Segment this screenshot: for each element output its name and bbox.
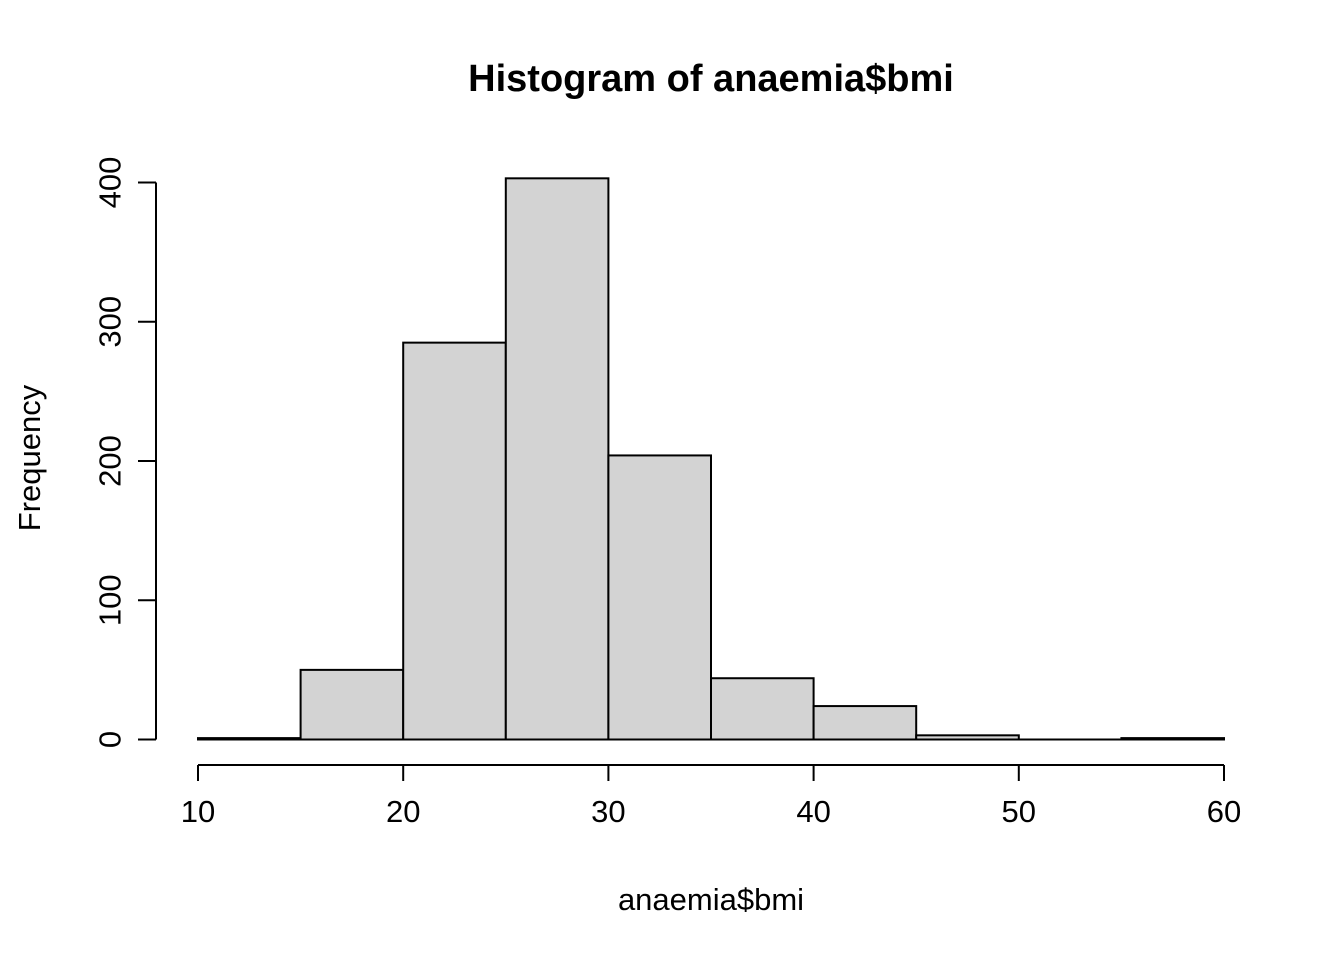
histogram-bar xyxy=(1120,737,1226,741)
x-tick-label: 60 xyxy=(1207,794,1241,829)
histogram-bar xyxy=(504,177,610,741)
histogram-bar xyxy=(197,737,302,741)
y-tick-label: 100 xyxy=(93,574,128,626)
histogram-bar xyxy=(710,677,815,741)
histogram-bar xyxy=(812,705,918,741)
y-tick-label: 400 xyxy=(93,157,128,209)
histogram-bar xyxy=(299,668,405,741)
x-tick-label: 50 xyxy=(1002,794,1036,829)
x-tick-label: 30 xyxy=(591,794,625,829)
histogram-bar xyxy=(915,734,1020,741)
chart-title: Histogram of anaemia$bmi xyxy=(468,58,954,100)
histogram-bar xyxy=(402,341,507,741)
y-tick-label: 0 xyxy=(93,731,128,748)
x-tick-label: 10 xyxy=(181,794,215,829)
x-tick-label: 20 xyxy=(386,794,420,829)
y-tick-label: 200 xyxy=(93,435,128,487)
histogram-bar xyxy=(607,454,713,741)
x-tick-label: 40 xyxy=(796,794,830,829)
x-axis-label: anaemia$bmi xyxy=(617,882,805,917)
y-tick-label: 300 xyxy=(93,296,128,348)
